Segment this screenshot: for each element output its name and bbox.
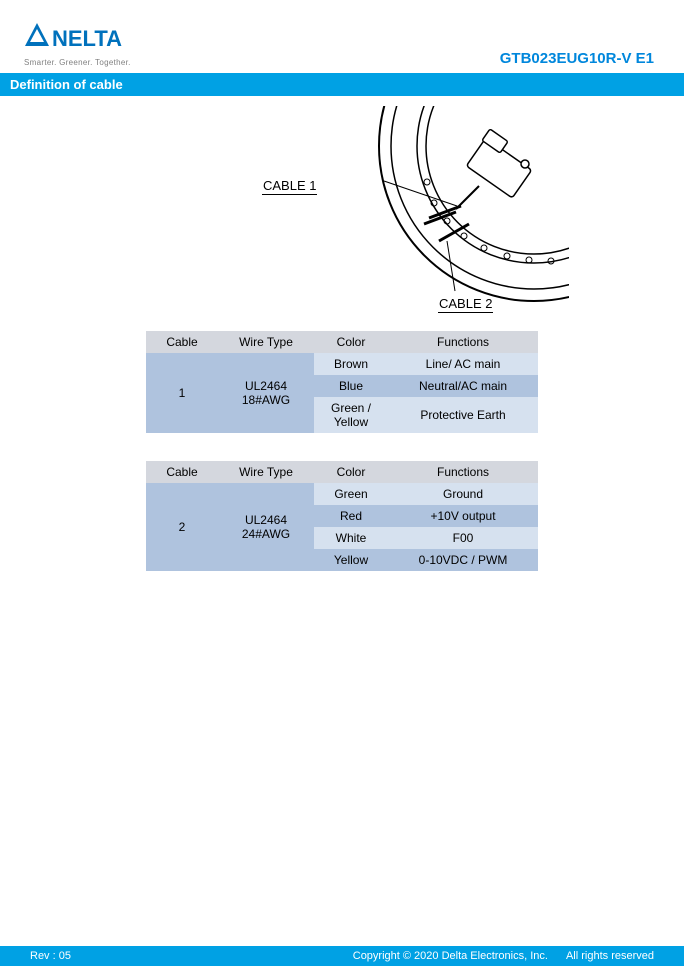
color-line2: Yellow: [334, 415, 368, 429]
table-row: 2 UL2464 24#AWG Green Ground: [146, 483, 538, 505]
footer-rev: Rev : 05: [30, 950, 71, 962]
cable2-label-text: CABLE 2: [438, 296, 493, 313]
cable-diagram: CABLE 1 CABLE 2: [0, 106, 684, 321]
section-title-bar: Definition of cable: [0, 73, 684, 96]
footer-bar: Rev : 05 Copyright © 2020 Delta Electron…: [0, 946, 684, 966]
tagline: Smarter. Greener. Together.: [24, 58, 139, 67]
part-number: GTB023EUG10R-V E1: [500, 50, 654, 67]
col-header-cable: Cable: [146, 331, 218, 353]
col-header-functions: Functions: [388, 461, 538, 483]
delta-logo-icon: NELTA: [24, 22, 139, 56]
cell-wiretype: UL2464 24#AWG: [218, 483, 314, 571]
cell-func: F00: [388, 527, 538, 549]
cell-color: Green: [314, 483, 388, 505]
table-header-row: Cable Wire Type Color Functions: [146, 331, 538, 353]
cell-func: 0-10VDC / PWM: [388, 549, 538, 571]
cell-color: Green / Yellow: [314, 397, 388, 433]
cell-color: White: [314, 527, 388, 549]
cell-func: Ground: [388, 483, 538, 505]
cell-cable: 2: [146, 483, 218, 571]
header: NELTA Smarter. Greener. Together. GTB023…: [0, 0, 684, 73]
col-header-wiretype: Wire Type: [218, 331, 314, 353]
cell-color: Brown: [314, 353, 388, 375]
cell-func: Protective Earth: [388, 397, 538, 433]
footer-copyright: Copyright © 2020 Delta Electronics, Inc.: [353, 950, 548, 962]
wiretype-line2: 18#AWG: [242, 393, 290, 407]
logo-text: NELTA: [52, 26, 122, 51]
cell-func: Neutral/AC main: [388, 375, 538, 397]
cell-color: Yellow: [314, 549, 388, 571]
col-header-color: Color: [314, 331, 388, 353]
col-header-color: Color: [314, 461, 388, 483]
footer-rights: All rights reserved: [566, 950, 654, 962]
device-illustration-icon: [329, 106, 569, 306]
col-header-cable: Cable: [146, 461, 218, 483]
wiretype-line1: UL2464: [245, 379, 287, 393]
table-header-row: Cable Wire Type Color Functions: [146, 461, 538, 483]
color-line1: Green /: [331, 401, 371, 415]
col-header-functions: Functions: [388, 331, 538, 353]
wiretype-line2: 24#AWG: [242, 527, 290, 541]
cell-color: Red: [314, 505, 388, 527]
cable1-label: CABLE 1: [262, 178, 317, 195]
footer-right: Copyright © 2020 Delta Electronics, Inc.…: [353, 950, 654, 962]
cell-func: Line/ AC main: [388, 353, 538, 375]
cable1-label-text: CABLE 1: [262, 178, 317, 195]
cable-table-1: Cable Wire Type Color Functions 1 UL2464…: [146, 331, 538, 433]
logo-row: NELTA: [24, 22, 139, 56]
cell-wiretype: UL2464 18#AWG: [218, 353, 314, 433]
cable2-label: CABLE 2: [438, 296, 493, 313]
page: NELTA Smarter. Greener. Together. GTB023…: [0, 0, 684, 966]
cable-table-2: Cable Wire Type Color Functions 2 UL2464…: [146, 461, 538, 571]
tables-container: Cable Wire Type Color Functions 1 UL2464…: [0, 331, 684, 571]
table-row: 1 UL2464 18#AWG Brown Line/ AC main: [146, 353, 538, 375]
cell-cable: 1: [146, 353, 218, 433]
col-header-wiretype: Wire Type: [218, 461, 314, 483]
logo-block: NELTA Smarter. Greener. Together.: [24, 22, 139, 67]
cell-color: Blue: [314, 375, 388, 397]
cell-func: +10V output: [388, 505, 538, 527]
wiretype-line1: UL2464: [245, 513, 287, 527]
